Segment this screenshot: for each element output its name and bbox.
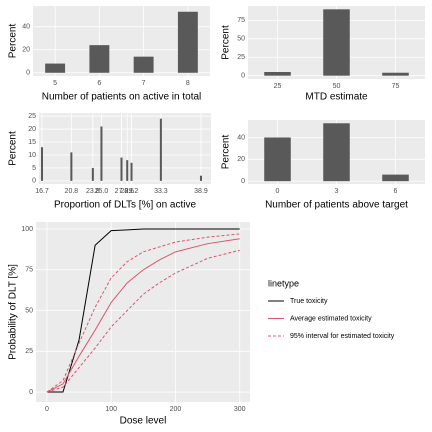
- bar: [91, 167, 94, 181]
- bar: [100, 126, 103, 181]
- y-tick-label: 0: [29, 389, 33, 396]
- bar: [382, 174, 409, 182]
- y-tick-label: 10: [28, 152, 36, 159]
- y-tick-label: 15: [28, 139, 36, 146]
- y-tick-label: 40: [237, 134, 245, 141]
- x-tick-label: 29.2: [125, 188, 139, 195]
- y-tick-label: 0: [241, 178, 245, 185]
- x-tick-label: 8: [186, 80, 190, 87]
- y-tick-label: 25: [28, 113, 36, 120]
- y-tick-label: 25: [25, 348, 33, 355]
- line: [46, 233, 240, 393]
- x-tick-label: 25.0: [95, 188, 109, 195]
- panel: [36, 222, 250, 402]
- line: [46, 238, 240, 393]
- x-tick-label: 27.8: [115, 188, 129, 195]
- x-tick-label: 28.6: [120, 188, 134, 195]
- bar: [382, 72, 409, 76]
- x-axis-label: MTD estimate: [305, 92, 368, 103]
- y-tick-label: 75: [25, 267, 33, 274]
- x-tick-label: 5: [53, 80, 57, 87]
- x-tick-label: 23.8: [86, 188, 100, 195]
- line: [46, 249, 240, 393]
- x-tick-label: 3: [335, 188, 339, 195]
- y-axis-label: Percent: [221, 135, 232, 170]
- y-axis-label: Percent: [8, 131, 19, 166]
- bar: [264, 137, 291, 182]
- bar: [126, 160, 129, 181]
- x-tick-label: 16.7: [35, 188, 49, 195]
- bar: [264, 71, 291, 76]
- y-tick-label: 50: [237, 36, 245, 43]
- y-tick-label: 20: [237, 156, 245, 163]
- legend-label: True toxicity: [290, 298, 328, 305]
- y-tick-label: 50: [25, 307, 33, 314]
- x-tick-label: 75: [392, 83, 400, 90]
- bar: [45, 63, 66, 73]
- x-axis-label: Proportion of DLTs [%] on active: [54, 200, 197, 211]
- bar: [159, 118, 162, 181]
- x-tick-label: 6: [97, 80, 101, 87]
- legend-title: linetype: [268, 278, 299, 288]
- x-tick-label: 0: [45, 406, 49, 413]
- bar: [70, 152, 73, 181]
- y-axis-label: Percent: [8, 24, 19, 59]
- bar: [41, 147, 44, 181]
- x-tick-label: 50: [333, 83, 341, 90]
- bar: [323, 123, 350, 182]
- y-tick-label: 5: [32, 165, 36, 172]
- x-tick-label: 300: [234, 406, 246, 413]
- x-tick-label: 25: [274, 83, 282, 90]
- y-tick-label: 0: [26, 70, 30, 77]
- y-tick-label: 20: [22, 47, 30, 54]
- x-tick-label: 6: [394, 188, 398, 195]
- x-axis-label: Number of patients on active in total: [42, 92, 202, 103]
- y-tick-label: 100: [21, 226, 33, 233]
- x-axis-label: Dose level: [120, 416, 167, 427]
- x-tick-label: 38.9: [194, 188, 208, 195]
- line: [46, 228, 240, 393]
- y-tick-label: 25: [237, 54, 245, 61]
- bar: [199, 175, 202, 181]
- bar: [323, 9, 350, 76]
- bar: [177, 11, 198, 73]
- y-axis-label: Percent: [221, 25, 232, 60]
- x-tick-label: 33.3: [154, 188, 168, 195]
- x-tick-label: 200: [170, 406, 182, 413]
- panel: [39, 113, 211, 184]
- bar: [120, 157, 123, 181]
- x-tick-label: 7: [142, 80, 146, 87]
- y-tick-label: 75: [237, 17, 245, 24]
- y-tick-label: 20: [28, 126, 36, 133]
- y-axis-label: Probability of DLT [%]: [8, 264, 19, 360]
- y-tick-label: 40: [22, 24, 30, 31]
- y-tick-label: 0: [241, 73, 245, 80]
- bar: [89, 45, 110, 73]
- x-axis-label: Number of patients above target: [265, 200, 408, 211]
- y-tick-label: 0: [32, 178, 36, 185]
- bar: [133, 56, 154, 73]
- legend-label: Average estimated toxicity: [290, 315, 372, 322]
- x-tick-label: 0: [276, 188, 280, 195]
- x-tick-label: 20.8: [65, 188, 79, 195]
- x-tick-label: 100: [105, 406, 117, 413]
- bar: [130, 162, 133, 181]
- legend-label: 95% interval for estimated toxicity: [290, 333, 395, 340]
